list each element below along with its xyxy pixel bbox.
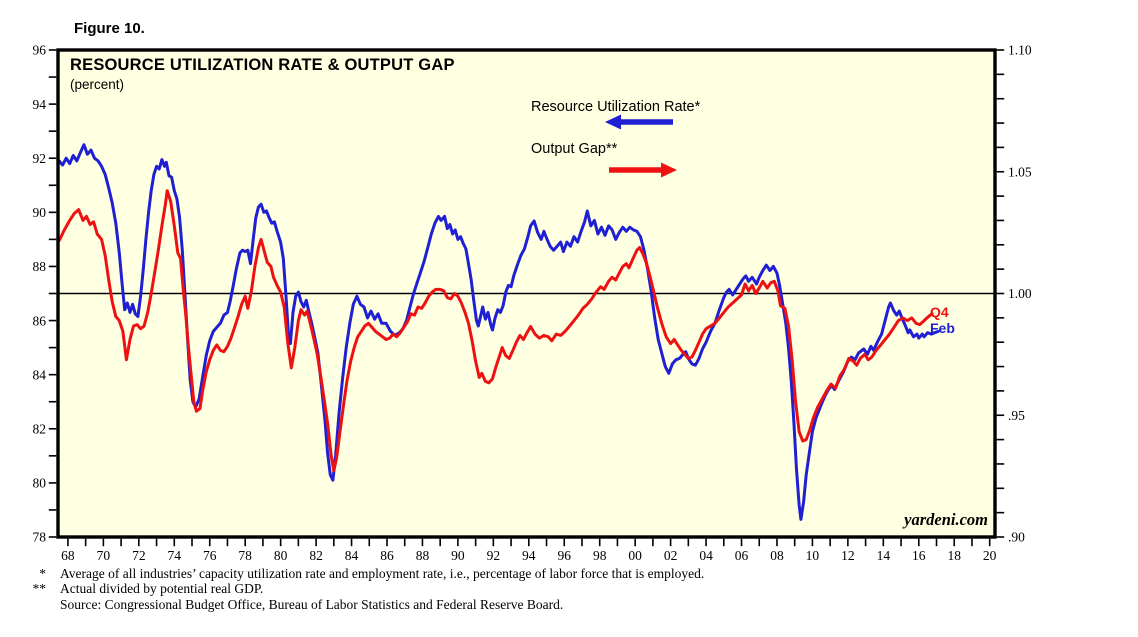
plot-frame (56, 48, 997, 539)
x-axis-tick-label: 92 (487, 548, 501, 563)
footnote-text: Actual divided by potential real GDP. (60, 581, 264, 597)
x-axis-tick-label: 06 (735, 548, 749, 563)
x-axis-tick-label: 82 (309, 548, 323, 563)
chart-title: RESOURCE UTILIZATION RATE & OUTPUT GAP (70, 56, 455, 74)
watermark-yardeni: yardeni.com (904, 510, 988, 529)
left-axis-tick-label: 86 (33, 313, 47, 328)
footnote-text: Source: Congressional Budget Office, Bur… (60, 596, 564, 612)
x-axis-tick-label: 08 (770, 548, 784, 563)
figure-label: Figure 10. (74, 20, 145, 37)
x-axis-tick-label: 90 (451, 548, 465, 563)
left-axis-tick-label: 92 (33, 151, 47, 166)
right-arrow-icon (661, 162, 677, 178)
legend-arrow-blue-left (605, 114, 673, 130)
x-axis-tick-label: 00 (628, 548, 642, 563)
footnote-line: * Average of all industries’ capacity ut… (0, 566, 1130, 581)
x-axis-tick-label: 84 (345, 548, 359, 563)
left-axis-tick-label: 90 (33, 205, 47, 220)
left-axis-tick-label: 88 (33, 259, 47, 274)
left-axis-tick-label: 96 (33, 43, 47, 58)
footnotes: * Average of all industries’ capacity ut… (0, 566, 1130, 612)
x-axis-tick-label: 10 (806, 548, 820, 563)
legend-arrow-red-right (609, 162, 677, 178)
series-lines (57, 143, 940, 521)
left-axis-labels: 96 94 92 90 88 86 84 82 80 78 (33, 43, 47, 545)
left-axis-tick-label: 84 (33, 367, 47, 382)
x-axis-tick-label: 12 (841, 548, 855, 563)
x-axis-tick-label: 70 (97, 548, 111, 563)
x-axis-tick-label: 88 (416, 548, 430, 563)
right-axis-tick-label: .90 (1008, 530, 1025, 545)
x-axis-tick-label: 20 (983, 548, 997, 563)
left-axis-tick-label: 78 (33, 530, 47, 545)
x-axis-tick-label: 98 (593, 548, 607, 563)
series-end-label-feb: Feb (930, 320, 955, 336)
x-axis-tick-label: 18 (947, 548, 961, 563)
left-axis-ticks (48, 49, 57, 538)
left-axis-tick-label: 82 (33, 421, 47, 436)
right-axis-tick-label: 1.00 (1008, 286, 1032, 301)
footnote-marker: * (39, 566, 46, 581)
footnote-marker (0, 597, 46, 612)
x-axis-tick-label: 72 (132, 548, 146, 563)
right-axis-labels: 1.10 1.05 1.00 .95 .90 (1008, 43, 1032, 545)
x-axis-labels: 68 70 72 74 76 78 80 82 84 86 88 90 92 94 96 98 00 02 04 06… (61, 548, 997, 563)
footnote-line: Source: Congressional Budget Office, Bur… (0, 597, 1130, 612)
footnote-marker: ** (32, 581, 47, 597)
x-axis-tick-label: 86 (380, 548, 394, 563)
x-axis-tick-label: 02 (664, 548, 678, 563)
x-axis-ticks (67, 538, 991, 547)
x-axis-tick-label: 80 (274, 548, 288, 563)
x-axis-tick-label: 04 (699, 548, 713, 563)
series-end-label-q4: Q4 (930, 304, 949, 320)
chart-subtitle: (percent) (70, 77, 125, 92)
footnote-text: Average of all industries’ capacity util… (60, 566, 705, 581)
x-axis-tick-label: 96 (558, 548, 572, 563)
x-axis-tick-label: 78 (238, 548, 252, 563)
right-axis-tick-label: 1.05 (1008, 164, 1032, 179)
left-axis-tick-label: 94 (33, 97, 47, 112)
right-axis-tick-label: .95 (1008, 408, 1025, 423)
x-axis-tick-label: 94 (522, 548, 536, 563)
right-axis-tick-label: 1.10 (1008, 43, 1032, 58)
x-axis-tick-label: 14 (877, 548, 891, 563)
left-axis-tick-label: 80 (33, 476, 47, 491)
footnote-line: ** Actual divided by potential real GDP. (0, 581, 1130, 596)
x-axis-tick-label: 74 (168, 548, 182, 563)
left-arrow-icon (605, 114, 621, 130)
legend-label-output-gap: Output Gap** (531, 141, 618, 157)
x-axis-tick-label: 76 (203, 548, 217, 563)
right-axis-ticks (996, 49, 1005, 538)
x-axis-tick-label: 16 (912, 548, 926, 563)
series-line-output-gap (57, 189, 934, 473)
legend-label-resource-utilization-rate: Resource Utilization Rate* (531, 99, 701, 115)
x-axis-tick-label: 68 (61, 548, 75, 563)
